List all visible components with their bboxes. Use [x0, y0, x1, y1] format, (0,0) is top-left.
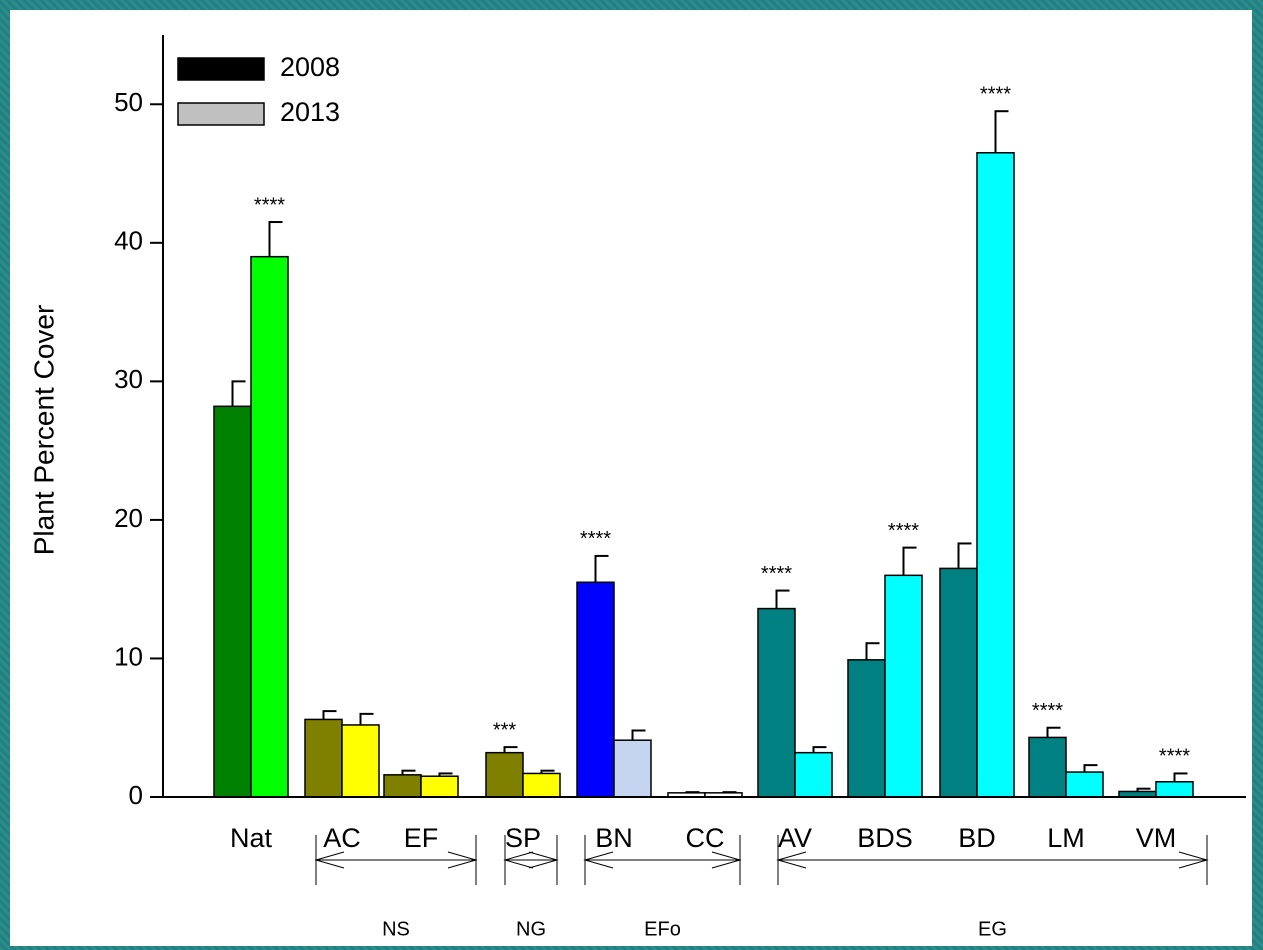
bar — [847, 659, 886, 798]
bar — [976, 152, 1015, 798]
group-label: EG — [978, 918, 1007, 940]
x-tick-label: SP — [505, 823, 541, 853]
y-tick-label: 0 — [129, 780, 143, 810]
arrow-head — [528, 851, 559, 869]
significance-label: **** — [761, 563, 792, 585]
group-label: NG — [516, 918, 546, 940]
y-tick-label: 40 — [114, 226, 143, 256]
significance-label: **** — [254, 194, 285, 216]
bar — [250, 255, 289, 798]
arrow-head — [314, 851, 345, 869]
y-tick-label: 10 — [114, 641, 143, 671]
group-label: NS — [382, 918, 410, 940]
y-axis-label: Plant Percent Cover — [28, 305, 59, 556]
group-label: EFo — [644, 918, 681, 940]
arrow-head — [776, 851, 807, 869]
bar — [304, 718, 343, 798]
bar — [1028, 736, 1067, 798]
significance-label: **** — [980, 83, 1011, 105]
x-tick-label: VM — [1136, 823, 1177, 853]
significance-label: **** — [1159, 746, 1190, 768]
arrow-head — [711, 851, 742, 869]
bar — [884, 574, 923, 798]
y-tick-label: 20 — [114, 503, 143, 533]
bar — [757, 607, 796, 798]
legend-swatch — [177, 102, 265, 126]
x-tick-label: AV — [778, 823, 812, 853]
x-tick-label: AC — [323, 823, 361, 853]
bar — [485, 751, 524, 798]
x-tick-label: CC — [686, 823, 725, 853]
panel — [10, 10, 1252, 946]
bar — [794, 751, 833, 798]
x-tick-label: BN — [595, 823, 633, 853]
legend-swatch — [177, 57, 265, 81]
x-tick-label: EF — [404, 823, 439, 853]
bar — [939, 567, 978, 798]
significance-label: **** — [580, 528, 611, 550]
bar — [213, 405, 252, 798]
significance-label: *** — [493, 719, 517, 741]
arrow-head — [503, 851, 534, 869]
bar — [1155, 781, 1194, 798]
y-tick-label: 50 — [114, 87, 143, 117]
bar — [1065, 771, 1104, 798]
bar — [613, 739, 652, 798]
x-tick-label: LM — [1047, 823, 1085, 853]
bar — [420, 775, 459, 798]
x-tick-label: BDS — [857, 823, 913, 853]
x-tick-label: BD — [958, 823, 996, 853]
x-tick-label: Nat — [230, 823, 273, 853]
significance-label: **** — [888, 520, 919, 542]
bar — [383, 774, 422, 798]
legend-label: 2008 — [280, 52, 340, 82]
arrow-head — [1178, 851, 1209, 869]
bar — [576, 581, 615, 798]
bar — [522, 772, 561, 798]
arrow-head — [447, 851, 478, 869]
y-tick-label: 30 — [114, 364, 143, 394]
significance-label: **** — [1032, 700, 1063, 722]
legend-label: 2013 — [280, 97, 340, 127]
arrow-head — [583, 851, 614, 869]
bar — [341, 724, 380, 798]
